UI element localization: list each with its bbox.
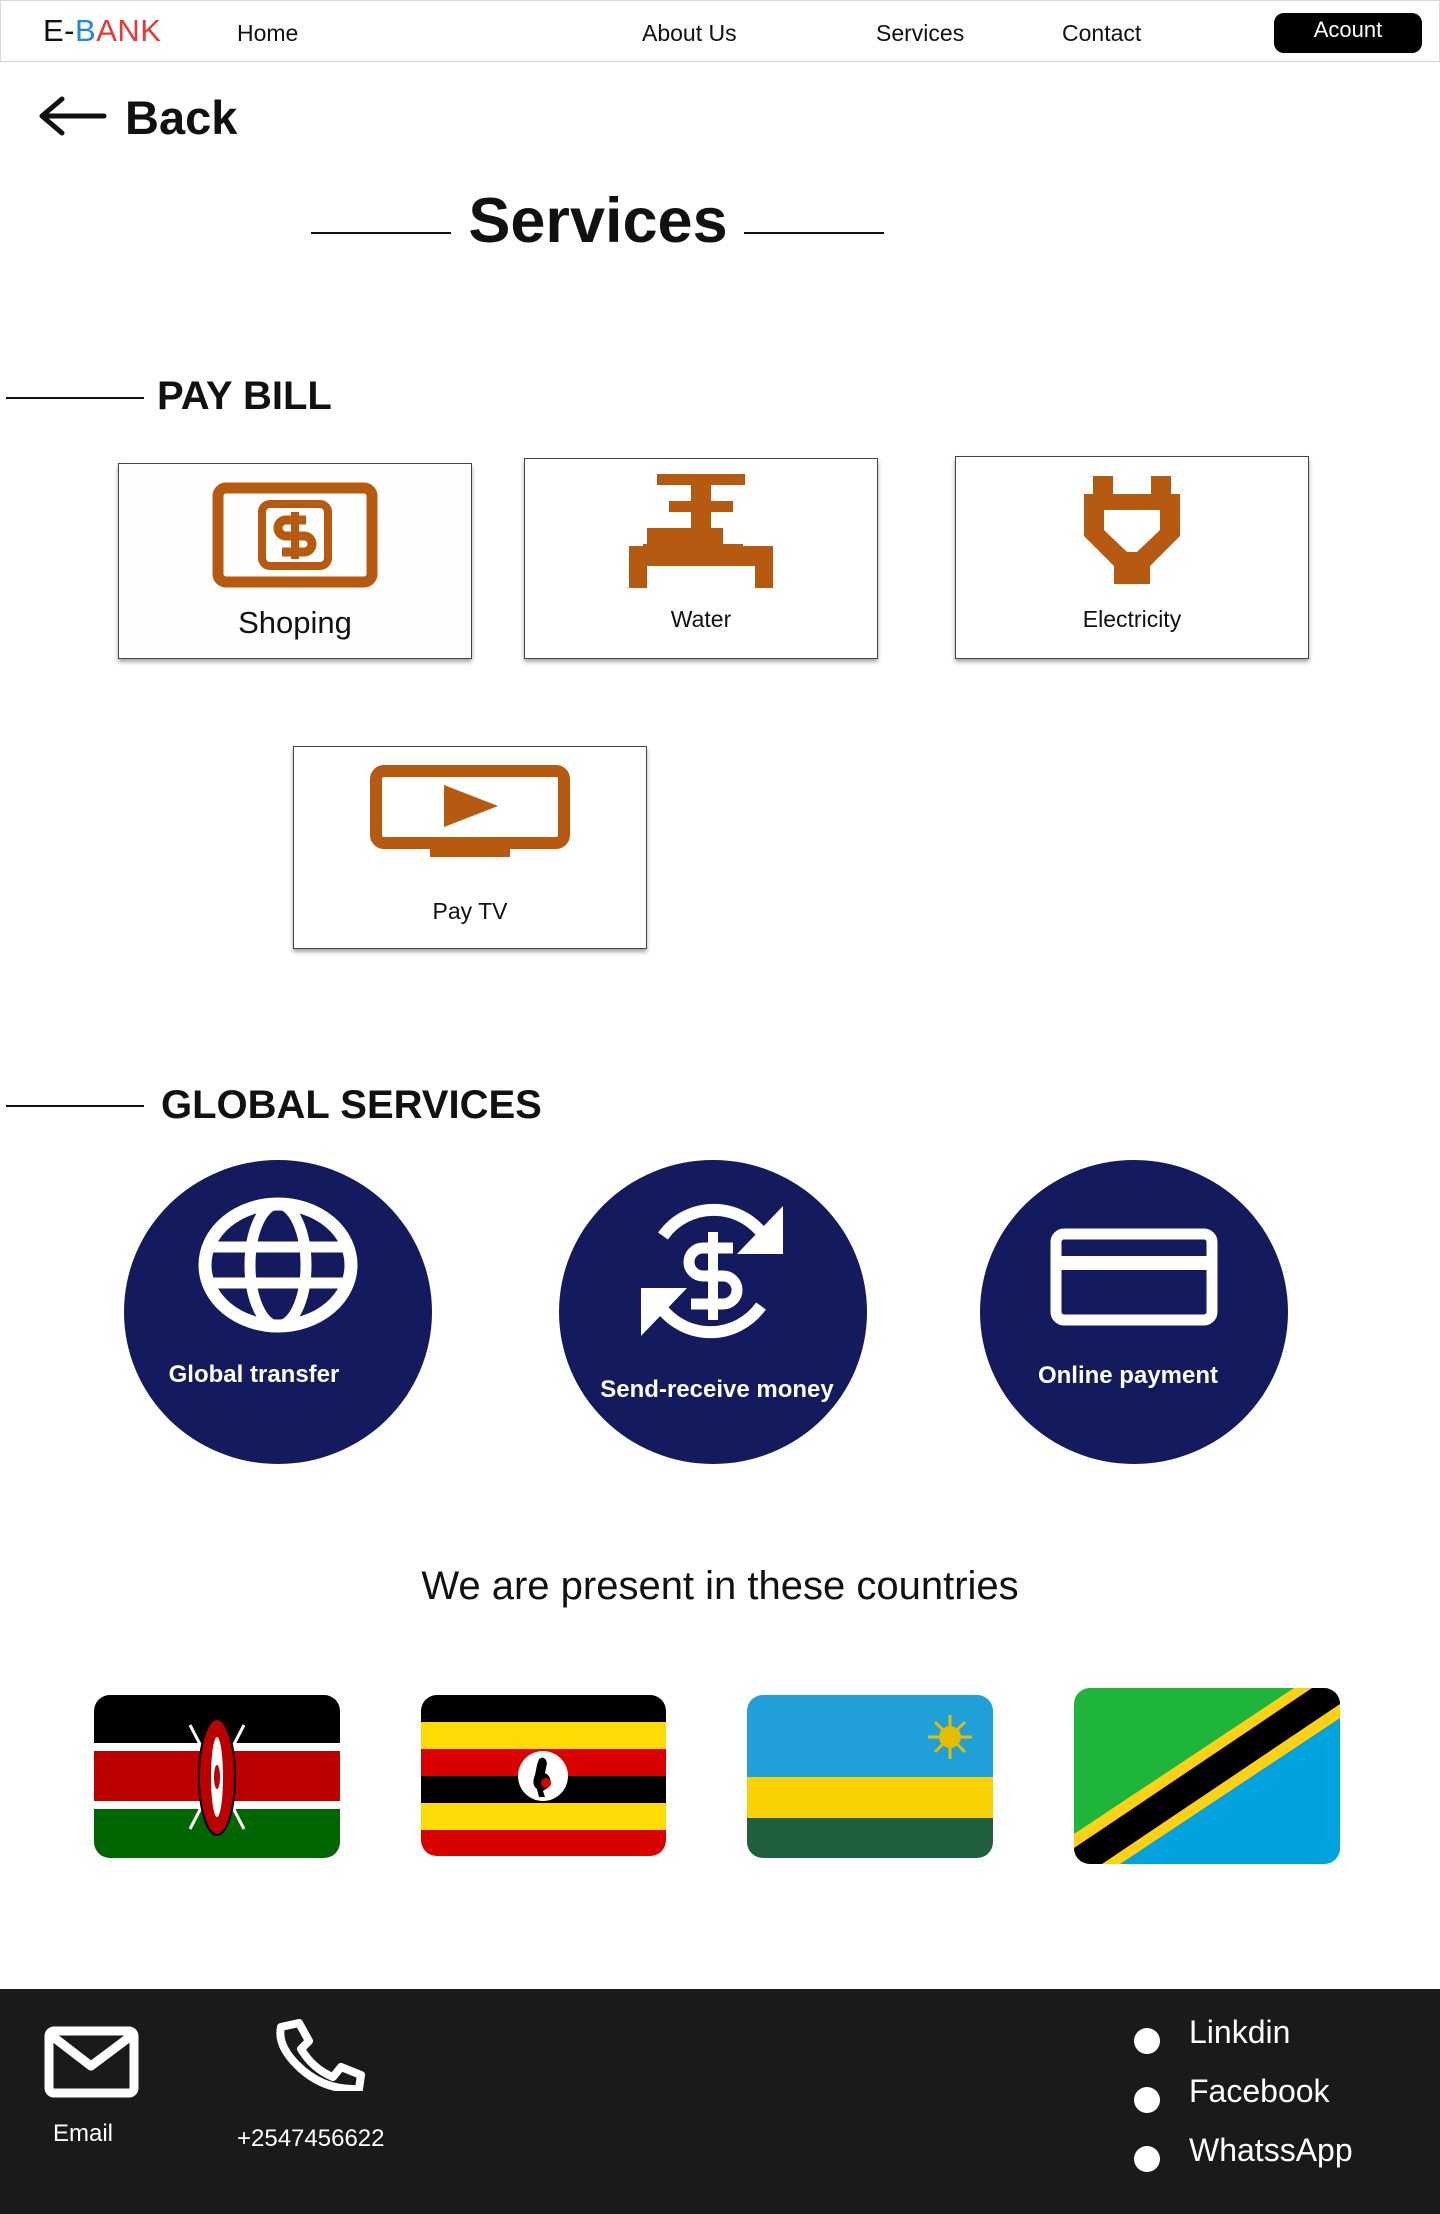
bullet-icon [1134,2146,1160,2172]
top-navbar: E-BANK Home About Us Services Contact Ac… [0,0,1440,62]
social-link-facebook[interactable]: Facebook [1134,2073,1434,2117]
countries-heading: We are present in these countries [421,1564,1019,1608]
card-label-water: Water [670,606,732,632]
social-label-facebook: Facebook [1189,2073,1330,2109]
pay-bill-divider [6,397,144,399]
tv-play-icon [370,765,570,857]
pay-bill-card-water[interactable]: Water [524,458,878,659]
account-button[interactable]: Acount [1274,13,1422,53]
arrow-left-icon [39,96,107,136]
back-label: Back [125,91,238,144]
page-title: Services [468,186,728,256]
card-label-electricity: Electricity [1082,606,1182,632]
title-divider-left [311,232,451,234]
mail-icon[interactable] [44,2026,139,2098]
social-link-linkedin[interactable]: Linkdin [1134,2014,1434,2058]
brand-rest: ANK [96,13,162,48]
bullet-icon [1134,2028,1160,2054]
global-services-heading: GLOBAL SERVICES [161,1083,542,1127]
brand-logo[interactable]: E-BANK [43,13,161,49]
online-payment-label: Online payment [1037,1362,1219,1389]
title-divider-right [744,232,884,234]
globe-icon [198,1197,358,1333]
phone-icon[interactable] [273,2019,367,2091]
nav-link-services[interactable]: Services [876,20,965,46]
social-label-whatsapp: WhatssApp [1189,2132,1353,2168]
kenya-flag [94,1695,340,1858]
global-transfer-button[interactable]: Global transfer [124,1160,432,1464]
pay-bill-card-electricity[interactable]: Electricity [955,456,1309,659]
footer: Email +2547456622 Linkdin Facebook Whats… [0,1989,1440,2214]
uganda-flag [421,1695,666,1856]
back-button[interactable]: Back [36,86,256,152]
currency-exchange-icon [641,1203,783,1339]
rwanda-flag [747,1695,993,1858]
pay-bill-heading: PAY BILL [157,374,332,418]
pay-bill-card-shoping[interactable]: Shoping [118,463,472,659]
brand-prefix: E- [43,13,75,48]
credit-card-icon [1050,1228,1218,1326]
brand-letter-b: B [75,13,97,48]
send-receive-money-button[interactable]: Send-receive money [559,1160,867,1464]
card-label-pay-tv: Pay TV [432,898,508,924]
plug-icon [1084,476,1180,584]
water-pipe-icon [629,474,773,588]
global-transfer-label: Global transfer [168,1361,340,1388]
money-bill-icon [212,482,378,588]
global-services-divider [6,1105,144,1107]
nav-link-about-us[interactable]: About Us [642,20,737,46]
pay-bill-card-pay-tv[interactable]: Pay TV [293,746,647,949]
footer-email-label[interactable]: Email [53,2120,114,2147]
social-link-whatsapp[interactable]: WhatssApp [1134,2132,1434,2176]
footer-phone-number[interactable]: +2547456622 [237,2125,385,2152]
nav-link-home[interactable]: Home [237,20,299,46]
send-receive-money-label: Send-receive money [600,1376,834,1403]
card-label-shoping: Shoping [238,605,352,640]
nav-link-contact[interactable]: Contact [1062,20,1142,46]
tanzania-flag [1074,1688,1340,1864]
online-payment-button[interactable]: Online payment [980,1160,1288,1464]
bullet-icon [1134,2087,1160,2113]
social-label-linkedin: Linkdin [1189,2014,1291,2050]
